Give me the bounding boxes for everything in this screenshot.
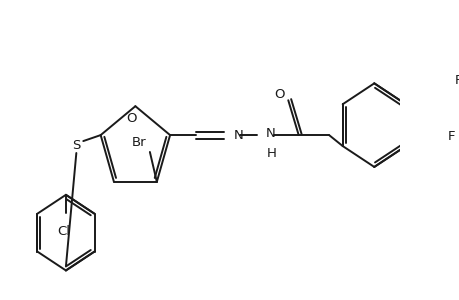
Text: H: H [266, 147, 276, 160]
Text: N: N [233, 129, 243, 142]
Text: Cl: Cl [57, 225, 71, 238]
Text: S: S [72, 139, 80, 152]
Text: O: O [126, 112, 137, 124]
Text: O: O [274, 88, 284, 101]
Text: Br: Br [132, 136, 146, 148]
Text: N: N [265, 127, 275, 140]
Text: F: F [447, 130, 454, 142]
Text: F: F [457, 100, 459, 113]
Text: F: F [453, 74, 459, 87]
